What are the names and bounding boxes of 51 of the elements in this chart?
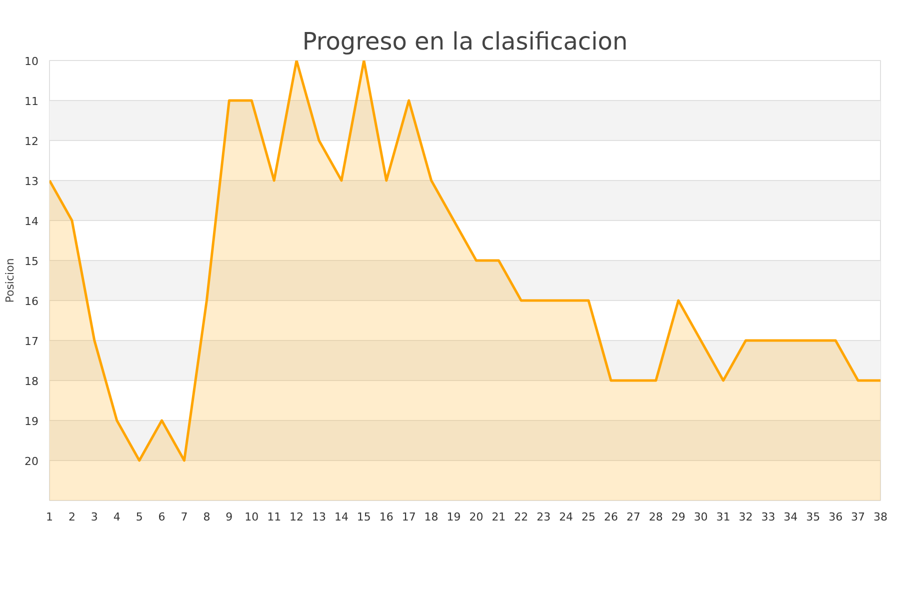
x-tick-label: 13 xyxy=(312,510,326,524)
x-tick-label: 25 xyxy=(582,510,596,524)
x-tick-label: 35 xyxy=(806,510,820,524)
x-tick-label: 16 xyxy=(379,510,394,524)
x-tick-label: 15 xyxy=(356,510,371,524)
x-tick-label: 10 xyxy=(244,510,259,524)
x-tick-label: 29 xyxy=(671,510,686,524)
x-tick-label: 38 xyxy=(874,510,888,524)
x-tick-label: 22 xyxy=(514,510,528,524)
x-tick-label: 36 xyxy=(828,510,843,524)
x-tick-label: 5 xyxy=(136,510,143,524)
x-tick-label: 20 xyxy=(469,510,484,524)
x-tick-label: 33 xyxy=(761,510,776,524)
x-tick-label: 7 xyxy=(180,510,188,524)
y-tick-label: 15 xyxy=(24,255,39,268)
x-tick-label: 4 xyxy=(113,510,120,524)
x-tick-label: 27 xyxy=(626,510,640,524)
x-tick-label: 19 xyxy=(446,510,461,524)
x-tick-label: 3 xyxy=(90,510,98,524)
x-tick-label: 32 xyxy=(738,510,753,524)
x-tick-label: 2 xyxy=(68,510,76,524)
x-tick-label: 1 xyxy=(46,510,53,524)
x-tick-label: 8 xyxy=(203,510,210,524)
y-tick-label: 16 xyxy=(24,295,39,308)
y-tick-label: 14 xyxy=(24,215,39,228)
x-tick-label: 9 xyxy=(226,510,233,524)
x-tick-label: 28 xyxy=(648,510,663,524)
x-tick-label: 18 xyxy=(424,510,438,524)
chart-title: Progreso en la clasificacion xyxy=(302,28,628,56)
x-tick-label: 24 xyxy=(559,510,574,524)
x-tick-label: 37 xyxy=(851,510,866,524)
y-tick-label: 10 xyxy=(24,55,39,68)
x-tick-label: 17 xyxy=(402,510,416,524)
y-tick-label: 19 xyxy=(24,415,39,428)
y-tick-label: 12 xyxy=(24,135,39,148)
x-tick-label: 21 xyxy=(492,510,506,524)
x-tick-label: 30 xyxy=(694,510,708,524)
x-tick-label: 11 xyxy=(267,510,282,524)
x-tick-label: 26 xyxy=(604,510,618,524)
x-tick-label: 34 xyxy=(784,510,798,524)
y-tick-label: 18 xyxy=(24,375,39,388)
y-tick-label: 13 xyxy=(24,175,39,188)
y-tick-label: 20 xyxy=(24,455,39,468)
y-axis-title: Posicion xyxy=(4,258,17,303)
y-tick-label: 17 xyxy=(24,335,39,348)
x-tick-label: 12 xyxy=(290,510,304,524)
x-tick-label: 6 xyxy=(158,510,166,524)
x-tick-label: 31 xyxy=(716,510,730,524)
x-tick-label: 14 xyxy=(334,510,348,524)
y-tick-label: 11 xyxy=(24,95,39,108)
x-tick-label: 23 xyxy=(536,510,551,524)
